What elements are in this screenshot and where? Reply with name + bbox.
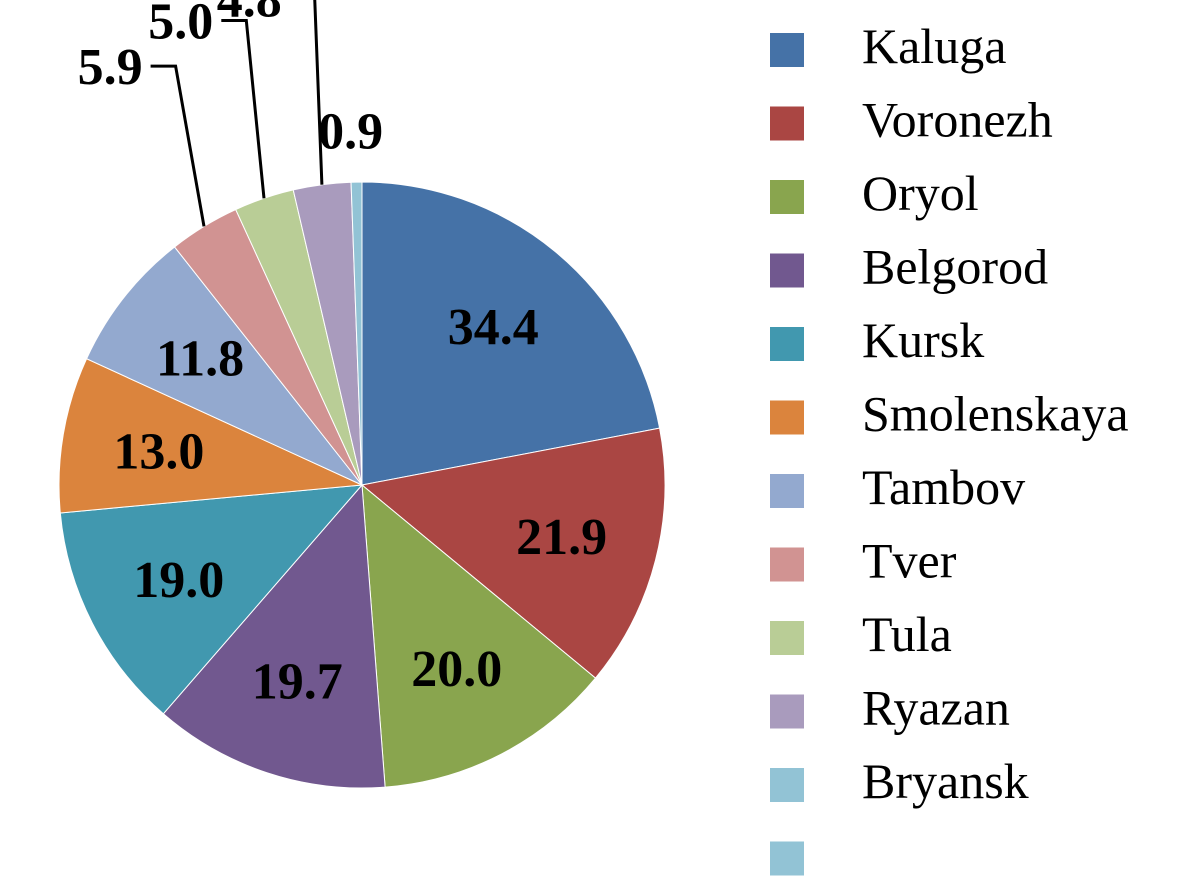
- legend-label-tver: Tver: [862, 533, 957, 589]
- data-label-bryansk: 0.9: [318, 104, 383, 161]
- legend-swatch-tver: [770, 547, 804, 582]
- slice-bryansk: [350, 181, 363, 486]
- legend-swatch-tambov: [770, 474, 804, 508]
- leader-line-tula: [221, 19, 266, 199]
- legend-item-kursk: Kursk: [770, 312, 984, 368]
- slice-voronezh: [360, 427, 666, 679]
- slice-tambov: [85, 246, 363, 486]
- slice-oryol: [361, 483, 597, 788]
- leader-line-tver: [150, 64, 206, 227]
- legend-swatch-ryazan: [770, 694, 804, 729]
- legend-label-voronezh: Voronezh: [862, 92, 1053, 148]
- slice-smolenskaya: [58, 358, 364, 514]
- legend-label-kaluga: Kaluga: [862, 18, 1006, 74]
- legend-item-tambov: Tambov: [770, 459, 1025, 515]
- legend-item-entry-12: [770, 841, 804, 876]
- legend-label-oryol: Oryol: [862, 165, 979, 221]
- legend-item-bryansk: Bryansk: [770, 753, 1029, 809]
- leader-lines: [150, 0, 324, 227]
- data-label-oryol: 20.0: [411, 641, 502, 698]
- legend-label-tula: Tula: [862, 606, 952, 662]
- legend-item-belgorod: Belgorod: [770, 239, 1048, 295]
- legend-swatch-bryansk: [770, 768, 804, 802]
- legend-item-smolenskaya: Smolenskaya: [770, 386, 1129, 442]
- legend-swatch-kursk: [770, 327, 804, 361]
- data-labels: 34.4 21.9 20.0 19.7 19.0 13.0 11.8 5.95.04.8 0.9: [78, 0, 607, 711]
- legend-item-kaluga: Kaluga: [770, 18, 1006, 74]
- legend-item-ryazan: Ryazan: [770, 680, 1010, 736]
- legend-swatch-kaluga: [770, 33, 804, 67]
- data-label-smolenskaya: 13.0: [113, 423, 204, 480]
- data-label-tula: 5.0: [148, 0, 213, 51]
- legend-item-voronezh: Voronezh: [770, 92, 1053, 148]
- slice-belgorod: [162, 483, 386, 789]
- legend-label-smolenskaya: Smolenskaya: [862, 386, 1129, 442]
- legend-label-belgorod: Belgorod: [862, 239, 1048, 295]
- data-label-kursk: 19.0: [133, 552, 224, 609]
- legend: Kaluga Voronezh Oryol Belgorod Kursk Smolensk…: [770, 18, 1129, 876]
- legend-label-ryazan: Ryazan: [862, 680, 1010, 736]
- legend-item-tula: Tula: [770, 606, 952, 662]
- leader-line-ryazan: [313, 0, 324, 185]
- legend-item-oryol: Oryol: [770, 165, 979, 221]
- data-label-tver: 5.9: [78, 39, 143, 96]
- data-label-tambov: 11.8: [156, 331, 244, 388]
- legend-swatch-oryol: [770, 180, 804, 214]
- legend-label-tambov: Tambov: [862, 459, 1025, 515]
- legend-swatch-tula: [770, 621, 804, 655]
- legend-item-tver: Tver: [770, 533, 957, 589]
- data-label-ryazan: 4.8: [217, 0, 282, 28]
- legend-label-bryansk: Bryansk: [862, 753, 1029, 809]
- legend-swatch-belgorod: [770, 253, 804, 288]
- legend-swatch-voronezh: [770, 106, 804, 141]
- slice-kursk: [59, 484, 364, 715]
- data-label-belgorod: 19.7: [252, 654, 343, 711]
- legend-label-kursk: Kursk: [862, 312, 984, 368]
- data-label-kaluga: 34.4: [448, 299, 539, 356]
- pie-slices: [58, 181, 666, 789]
- legend-swatch-smolenskaya: [770, 400, 804, 435]
- data-label-voronezh: 21.9: [516, 509, 607, 566]
- slice-kaluga: [361, 181, 661, 486]
- legend-swatch-entry-12: [770, 841, 804, 876]
